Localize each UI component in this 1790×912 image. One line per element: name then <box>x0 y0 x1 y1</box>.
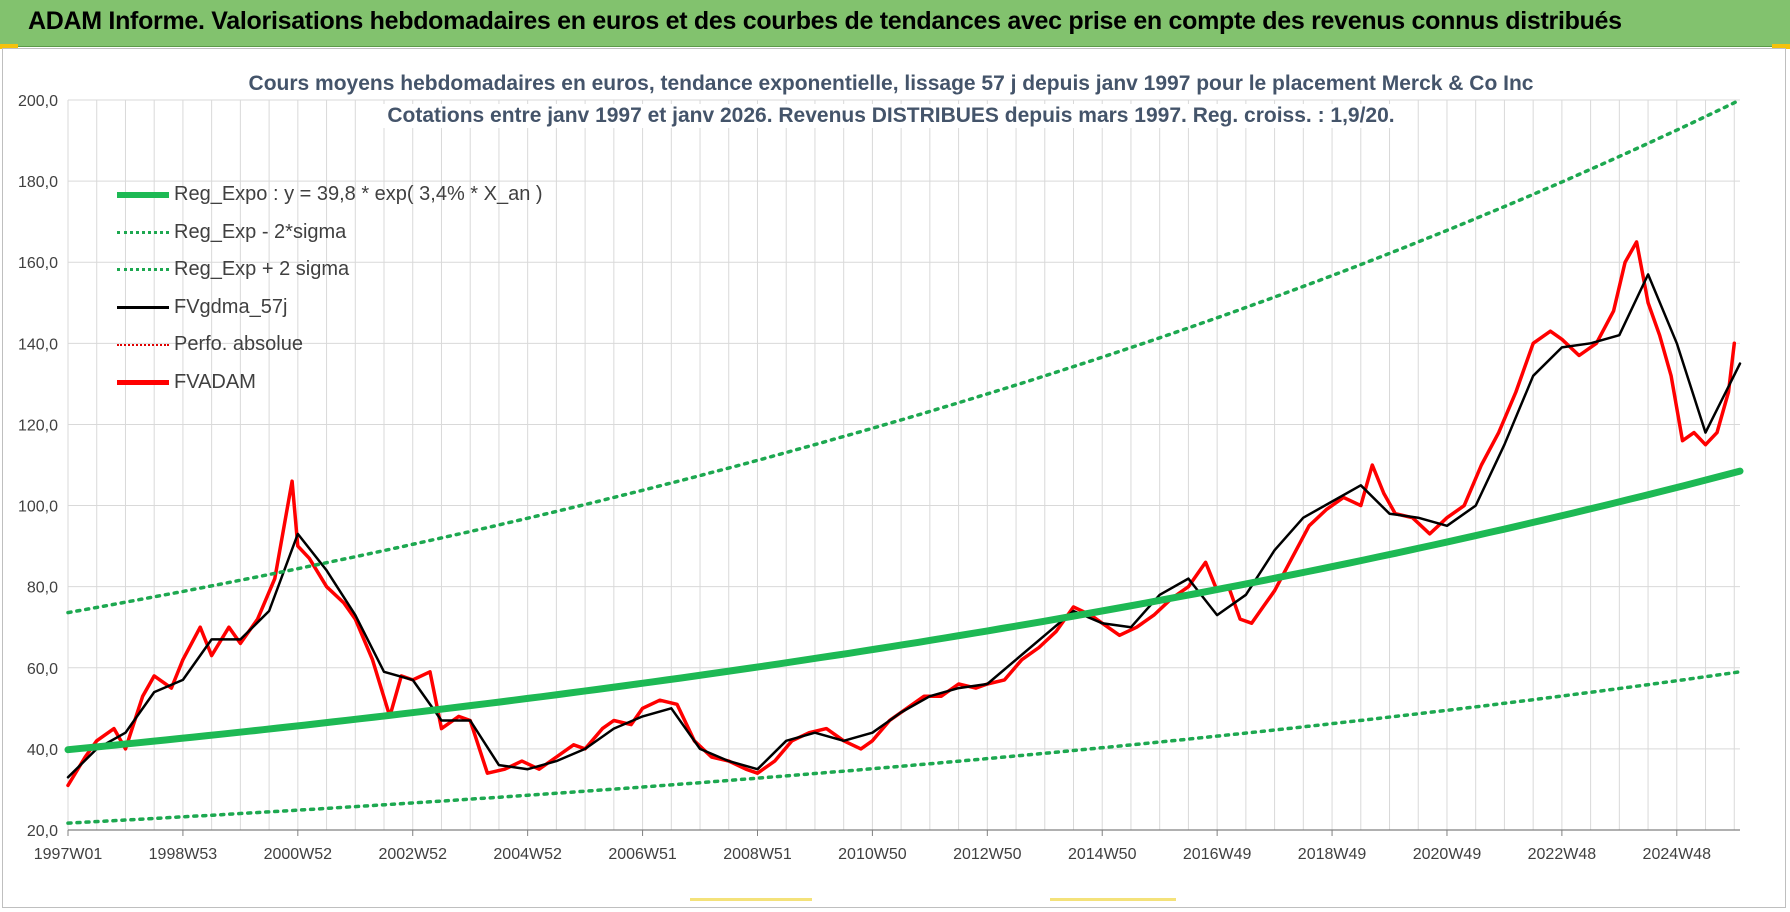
legend-item-fvgdma: FVgdma_57j <box>117 289 543 327</box>
series-reg-exp-plus <box>66 98 1742 615</box>
legend-swatch-fvadam <box>117 379 169 385</box>
y-tick-label: 80,0 <box>27 580 58 597</box>
x-tick-label: 2022W48 <box>1528 846 1597 863</box>
x-tick-label: 2006W51 <box>608 846 677 863</box>
x-tick-label: 1998W53 <box>149 846 218 863</box>
y-tick-label: 40,0 <box>27 742 58 759</box>
y-tick-label: 100,0 <box>18 499 58 516</box>
x-tick-label: 2000W52 <box>264 846 333 863</box>
chart-subtitle: Cotations entre janv 1997 et janv 2026. … <box>383 104 1399 128</box>
chart-axes: 20,0 40,0 60,0 80,0 100,0 120,0 140,0 160,0 180,… <box>18 93 1740 863</box>
y-tick-label: 160,0 <box>18 255 58 272</box>
corner-accent-left <box>0 44 18 49</box>
y-tick-label: 120,0 <box>18 417 58 434</box>
series-fvgdma <box>66 273 1742 779</box>
corner-accent-right <box>1772 44 1790 49</box>
legend-label-perfo: Perfo. absolue <box>174 333 303 356</box>
x-tick-label: 2020W49 <box>1413 846 1482 863</box>
legend-item-reg-exp-minus: Reg_Exp - 2*sigma <box>117 214 543 252</box>
legend-swatch-reg-exp-plus <box>117 268 169 272</box>
x-tick-label: 2010W50 <box>838 846 907 863</box>
legend-label-reg-exp-minus: Reg_Exp - 2*sigma <box>174 220 347 243</box>
chart-series <box>64 98 1744 825</box>
legend-label-reg-exp-plus: Reg_Exp + 2 sigma <box>174 258 350 281</box>
x-tick-label: 2002W52 <box>378 846 447 863</box>
bottom-accent-left <box>690 898 812 901</box>
chart-grid <box>67 99 1740 831</box>
legend-label-reg-expo: Reg_Expo : y = 39,8 * exp( 3,4% * X_an ) <box>174 183 543 206</box>
chart-title: Cours moyens hebdomadaires en euros, ten… <box>244 72 1538 96</box>
y-tick-label: 140,0 <box>18 336 58 353</box>
y-tick-label: 180,0 <box>18 174 58 191</box>
legend-swatch-reg-expo <box>117 191 169 198</box>
report-title: ADAM Informe. Valorisations hebdomadaire… <box>28 7 1622 35</box>
series-reg-exp-minus <box>66 670 1742 825</box>
legend-item-fvadam: FVADAM <box>117 364 543 402</box>
x-tick-label: 2024W48 <box>1643 846 1712 863</box>
y-tick-label: 20,0 <box>27 823 58 840</box>
x-tick-label: 2016W49 <box>1183 846 1252 863</box>
y-tick-label: 200,0 <box>18 93 58 110</box>
legend-item-reg-exp-plus: Reg_Exp + 2 sigma <box>117 251 543 289</box>
chart-frame <box>2 48 1786 908</box>
x-tick-label: 2012W50 <box>953 846 1022 863</box>
x-tick-label: 2018W49 <box>1298 846 1367 863</box>
legend-swatch-perfo <box>117 343 169 346</box>
series-reg-expo <box>64 467 1744 754</box>
header-banner: ADAM Informe. Valorisations hebdomadaire… <box>0 0 1790 47</box>
bottom-accent-right <box>1050 898 1176 901</box>
x-tick-label: 2014W50 <box>1068 846 1137 863</box>
x-tick-label: 2008W51 <box>723 846 792 863</box>
legend-swatch-reg-exp-minus <box>117 230 169 234</box>
chart-legend: Reg_Expo : y = 39,8 * exp( 3,4% * X_an )… <box>117 176 543 401</box>
legend-item-perfo: Perfo. absolue <box>117 326 543 364</box>
legend-label-fvadam: FVADAM <box>174 370 256 393</box>
legend-label-fvgdma: FVgdma_57j <box>174 295 288 318</box>
x-tick-label: 2004W52 <box>493 846 562 863</box>
y-tick-label: 60,0 <box>27 661 58 678</box>
x-tick-label: 1997W01 <box>34 846 103 863</box>
legend-item-reg-expo: Reg_Expo : y = 39,8 * exp( 3,4% * X_an ) <box>117 176 543 214</box>
legend-swatch-fvgdma <box>117 305 169 309</box>
